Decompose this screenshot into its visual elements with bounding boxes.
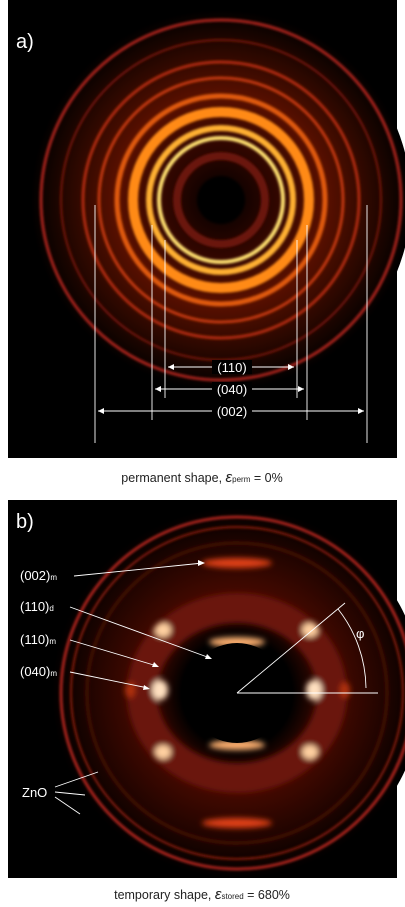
annotation-text: (002) xyxy=(20,568,50,583)
reflection-label: (110) xyxy=(217,360,246,375)
caption: permanent shape, εperm = 0% xyxy=(121,469,282,486)
caption-subscript: stored xyxy=(221,892,243,901)
figure: a) (110) (040) (002) permanent shape, εp… xyxy=(0,0,405,907)
panel-b: b) (002)m (110)d (110)m (040)m ZnO φ xyxy=(8,500,405,878)
caption-value: = 680% xyxy=(244,888,290,902)
panel-a: a) (110) (040) (002) xyxy=(8,0,405,458)
caption-text: permanent shape, xyxy=(121,471,225,485)
caption-text: temporary shape, xyxy=(114,888,215,902)
annotation-text: (040) xyxy=(20,664,50,679)
panel-label: a) xyxy=(16,31,34,53)
annotation-sub: d xyxy=(49,604,53,613)
annotation: (110)d xyxy=(20,599,54,614)
caption: temporary shape, εstored = 680% xyxy=(114,886,290,903)
zno-label: ZnO xyxy=(22,785,47,800)
caption-value: = 0% xyxy=(250,471,282,485)
caption-subscript: perm xyxy=(232,475,251,484)
reflection-label: (040) xyxy=(217,382,247,397)
panel-label: b) xyxy=(16,511,34,533)
annotation-sub: m xyxy=(49,637,56,646)
reflection-label: (002) xyxy=(217,404,247,419)
annotation-text: (110) xyxy=(20,599,49,614)
angle-label: φ xyxy=(356,626,364,641)
annotation-text: (110) xyxy=(20,632,49,647)
annotation-sub: m xyxy=(50,573,57,582)
annotation-sub: m xyxy=(50,669,57,678)
